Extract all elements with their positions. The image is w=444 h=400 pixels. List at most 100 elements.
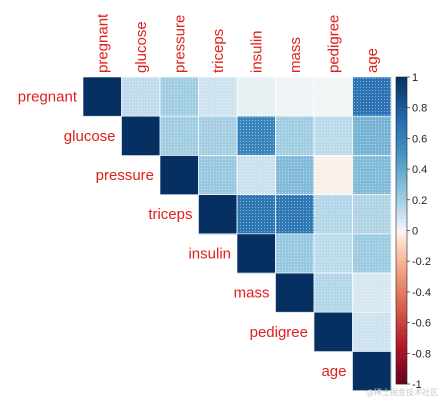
colorbar-segment (396, 107, 407, 112)
cell-texture-insulin-pedigree (314, 233, 353, 274)
cell-texture-insulin-mass (275, 233, 315, 274)
colorbar-tick-label: 0.8 (412, 103, 427, 115)
row-label-triceps: triceps (148, 206, 192, 223)
colorbar-segment (396, 134, 407, 139)
colorbar-tick-label: -0.2 (412, 256, 431, 268)
colorbar-segment (396, 84, 407, 89)
colorbar-segment (396, 326, 407, 331)
colorbar-segment (396, 157, 407, 162)
cell-texture-pressure-insulin (237, 155, 276, 195)
cell-glucose-glucose (121, 116, 161, 156)
colorbar-segment (396, 280, 407, 285)
cell-texture-glucose-pressure (160, 116, 199, 156)
cell-texture-mass-pedigree (314, 273, 353, 313)
colorbar-segment (396, 215, 407, 220)
colorbar-segment (396, 119, 407, 124)
colorbar-segment (396, 268, 407, 274)
colorbar-segment (396, 230, 407, 235)
colorbar-segment (396, 111, 407, 116)
colorbar-segment (396, 234, 407, 239)
colorbar-segment (396, 123, 407, 128)
colorbar-tick-label: -0.4 (412, 287, 431, 299)
cell-texture-pedigree-age (352, 312, 392, 352)
cell-texture-glucose-pedigree (314, 116, 353, 156)
colorbar-segment (396, 372, 407, 377)
colorbar-segment (396, 77, 407, 82)
cell-border-age-age (352, 351, 392, 391)
colorbar-segment (396, 245, 407, 250)
colorbar-segment (396, 184, 407, 189)
cell-texture-triceps-pedigree (314, 194, 353, 235)
colorbar-segment (396, 284, 407, 289)
colorbar-segment (396, 195, 407, 201)
colorbar-segment (396, 165, 407, 170)
column-label-pregnant: pregnant (94, 13, 111, 73)
cell-texture-glucose-insulin (237, 116, 276, 156)
cell-texture-triceps-insulin (237, 194, 276, 235)
colorbar-segment (396, 115, 407, 120)
colorbar-segment (396, 100, 407, 105)
cell-texture-pressure-triceps (198, 155, 238, 195)
colorbar-segment (396, 126, 407, 132)
colorbar-segment (396, 249, 407, 254)
colorbar-segment (396, 96, 407, 101)
colorbar-tick-label: -0.6 (412, 318, 431, 330)
colorbar-segment (396, 345, 407, 350)
colorbar-segment (396, 153, 407, 158)
cell-texture-triceps-age (352, 194, 392, 235)
column-label-glucose: glucose (133, 21, 150, 73)
colorbar-segment (396, 161, 407, 166)
colorbar-segment (396, 203, 407, 208)
colorbar-segment (396, 253, 407, 258)
watermark: @稀土掘金技术社区 (366, 388, 438, 397)
cell-texture-pregnant-insulin (237, 77, 276, 117)
colorbar: -1 -0.8 -0.6 -0.4 -0.2 0 0.2 0.4 0.6 0.8 1 (395, 72, 431, 391)
row-label-pregnant: pregnant (18, 89, 78, 106)
row-label-age: age (321, 363, 346, 380)
colorbar-segment (396, 364, 407, 369)
cell-texture-pregnant-pressure (160, 77, 199, 117)
row-label-mass: mass (234, 285, 270, 302)
cell-texture-pregnant-pedigree (314, 77, 353, 117)
colorbar-segment (396, 288, 407, 293)
colorbar-segment (396, 272, 407, 277)
cell-texture-triceps-mass (275, 194, 315, 235)
cell-texture-pregnant-age (352, 77, 392, 117)
colorbar-segment (396, 172, 407, 178)
colorbar-segment (396, 307, 407, 312)
colorbar-segment (396, 349, 407, 354)
cell-triceps-triceps (198, 194, 238, 235)
colorbar-segment (396, 222, 407, 227)
colorbar-tick-label: 0.2 (412, 195, 427, 207)
colorbar-segment (396, 360, 407, 366)
colorbar-segment (396, 330, 407, 335)
cell-texture-mass-age (352, 273, 392, 313)
cell-texture-pregnant-mass (275, 77, 315, 117)
colorbar-segment (396, 199, 407, 204)
colorbar-segment (396, 188, 407, 193)
colorbar-segment (396, 103, 407, 108)
colorbar-segment (396, 138, 407, 143)
cell-pedigree-pedigree (314, 312, 353, 352)
row-label-glucose: glucose (64, 128, 116, 145)
colorbar-segment (396, 368, 407, 373)
colorbar-segment (396, 314, 407, 320)
colorbar-segment (396, 207, 407, 212)
colorbar-segment (396, 337, 407, 343)
colorbar-segment (396, 341, 407, 346)
colorbar-segment (396, 192, 407, 197)
row-label-pressure: pressure (96, 167, 154, 184)
cell-texture-pressure-age (352, 155, 392, 195)
cell-pressure-pressure (160, 155, 199, 195)
colorbar-segment (396, 211, 407, 216)
colorbar-tick-label: -0.8 (412, 348, 431, 360)
cell-texture-glucose-mass (275, 116, 315, 156)
colorbar-segment (396, 334, 407, 339)
colorbar-segment (396, 311, 407, 316)
colorbar-segment (396, 276, 407, 281)
colorbar-segment (396, 92, 407, 97)
column-label-mass: mass (287, 37, 304, 73)
colorbar-segment (396, 353, 407, 358)
row-labels: pregnant glucose pressure triceps insulin mas… (18, 89, 347, 380)
